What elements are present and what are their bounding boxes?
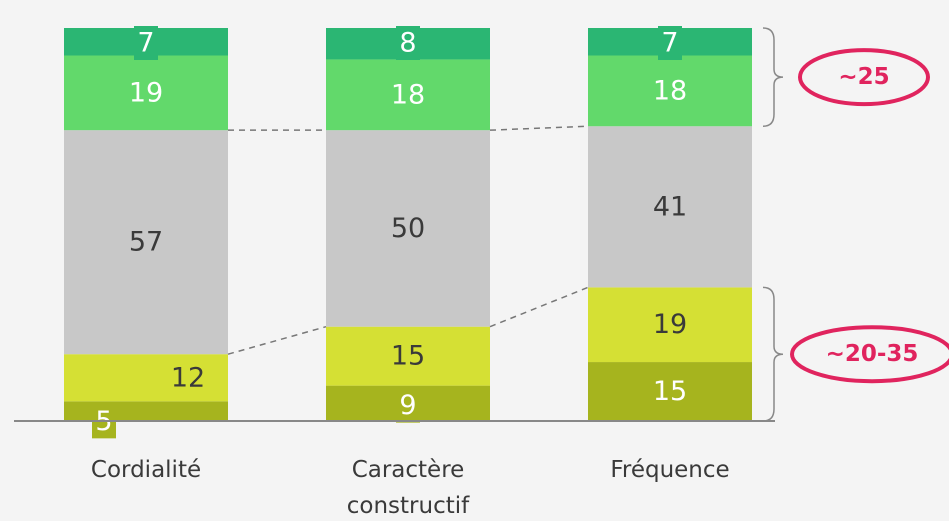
bracket	[762, 27, 784, 127]
data-label: 18	[391, 79, 425, 110]
data-label: 9	[399, 390, 416, 421]
data-label: 18	[653, 75, 687, 106]
connector-line-bottom	[489, 286, 589, 328]
connector-line-bottom	[227, 325, 327, 355]
bar-segment-s4-3	[588, 55, 752, 127]
data-label-tab	[134, 26, 158, 60]
bar-segment-s4-1	[64, 55, 228, 131]
data-label: 41	[653, 191, 687, 222]
data-label: 7	[661, 28, 678, 59]
data-label-tab	[396, 388, 420, 423]
bar-segment-s3-2	[326, 130, 490, 327]
data-label-tab	[658, 26, 682, 60]
category-label: Fréquence	[610, 457, 729, 483]
data-label: 50	[391, 213, 425, 244]
bar-segment-s2-1	[64, 354, 228, 402]
bar-segment-s3-1	[64, 130, 228, 355]
bar-segment-s1-3	[588, 362, 752, 421]
data-label: 15	[391, 341, 425, 372]
data-label: 7	[137, 28, 154, 59]
callout-ellipse	[790, 325, 949, 384]
callout-text: ~20-35	[826, 341, 919, 367]
data-label-tab	[396, 26, 420, 60]
bar-segment-s1-1	[64, 401, 228, 421]
data-label: 15	[653, 376, 687, 407]
category-label: Cordialité	[91, 457, 201, 483]
bracket	[762, 286, 784, 422]
data-label: 57	[129, 227, 163, 258]
bar-segment-s2-2	[326, 326, 490, 386]
data-label: 8	[399, 28, 416, 59]
bar-segment-s4-2	[326, 59, 490, 131]
bar-segment-s2-3	[588, 287, 752, 363]
bar-segment-s3-3	[588, 126, 752, 288]
data-label: 19	[129, 77, 163, 108]
data-label: 12	[171, 362, 205, 393]
category-label: Caractère constructif	[347, 457, 470, 519]
callout-ellipse	[798, 48, 930, 107]
callout-text: ~25	[838, 64, 889, 90]
data-label: 19	[653, 309, 687, 340]
connector-line-top	[489, 125, 589, 131]
